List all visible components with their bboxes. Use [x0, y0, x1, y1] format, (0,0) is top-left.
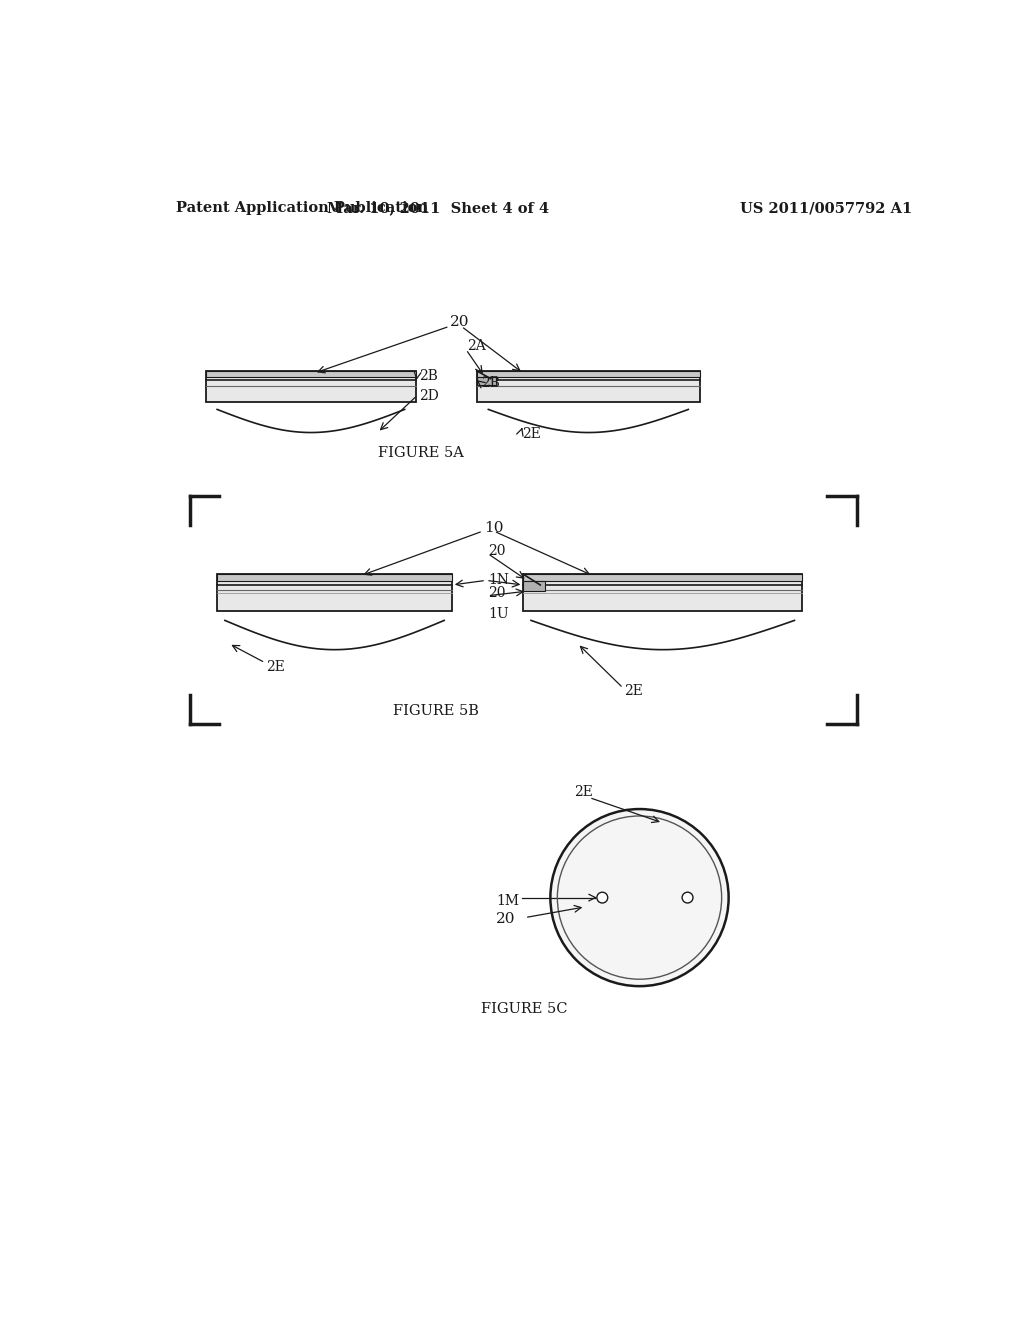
Bar	[206, 371, 417, 378]
Bar	[523, 581, 545, 591]
Text: 10: 10	[484, 521, 504, 535]
Bar	[523, 574, 802, 611]
Bar	[477, 371, 700, 401]
Bar	[206, 371, 417, 401]
Bar	[523, 574, 802, 581]
Text: Patent Application Publication: Patent Application Publication	[176, 202, 428, 215]
Text: 2D: 2D	[419, 388, 438, 403]
Circle shape	[682, 892, 693, 903]
Bar	[217, 574, 452, 611]
Text: FIGURE 5C: FIGURE 5C	[480, 1002, 567, 1016]
Text: 20: 20	[488, 586, 506, 601]
Text: FIGURE 5B: FIGURE 5B	[393, 705, 479, 718]
Text: 2A: 2A	[467, 339, 485, 354]
Text: 1M: 1M	[496, 895, 519, 908]
Text: Mar. 10, 2011  Sheet 4 of 4: Mar. 10, 2011 Sheet 4 of 4	[327, 202, 549, 215]
Bar	[217, 574, 452, 581]
Text: US 2011/0057792 A1: US 2011/0057792 A1	[740, 202, 912, 215]
Text: 1N: 1N	[488, 573, 509, 587]
Text: 2E: 2E	[573, 785, 593, 799]
Text: 2B: 2B	[481, 376, 501, 391]
Text: 1U: 1U	[488, 607, 509, 622]
Text: 20: 20	[450, 314, 469, 329]
Text: FIGURE 5A: FIGURE 5A	[378, 446, 464, 459]
Text: 2E: 2E	[521, 428, 541, 441]
Text: 2E: 2E	[624, 684, 643, 698]
Bar	[477, 378, 496, 385]
Text: 20: 20	[488, 544, 506, 558]
Bar	[477, 371, 700, 378]
Circle shape	[597, 892, 607, 903]
Circle shape	[550, 809, 729, 986]
Text: 2B: 2B	[419, 368, 437, 383]
Text: 2E: 2E	[266, 660, 285, 673]
Text: 20: 20	[496, 912, 516, 927]
